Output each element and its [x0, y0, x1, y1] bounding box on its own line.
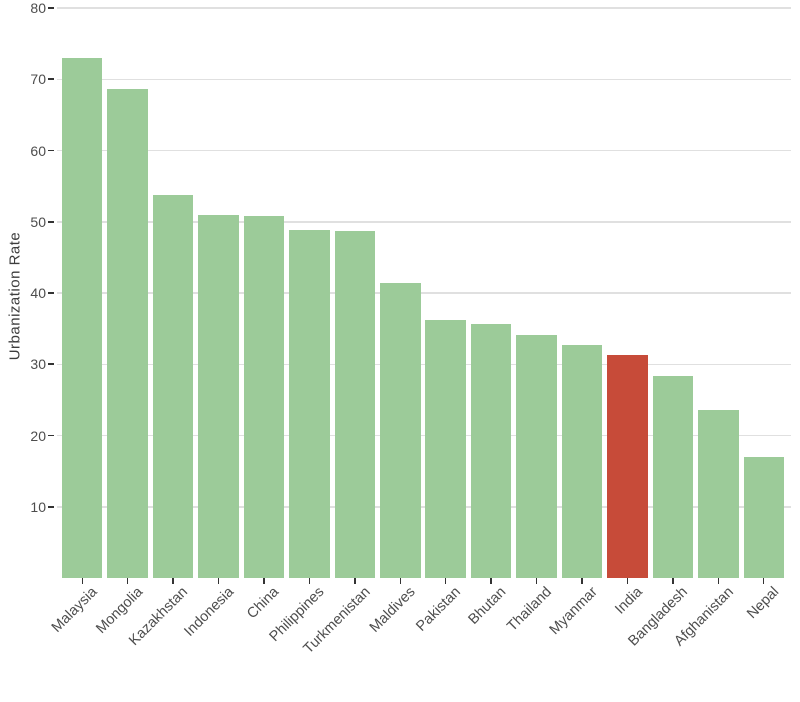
x-tick-label-nepal: Nepal [743, 584, 783, 623]
x-tick-label-malaysia: Malaysia [48, 584, 101, 636]
gridline-y-50 [57, 221, 791, 223]
y-tick-mark-20 [48, 434, 54, 437]
x-tick-mark-turkmenistan [354, 578, 356, 584]
y-tick-label-60: 60 [30, 142, 46, 159]
x-tick-label-pakistan: Pakistan [413, 584, 465, 635]
x-tick-mark-india [626, 578, 629, 584]
x-tick-mark-bangladesh [672, 578, 674, 584]
y-tick-mark-10 [48, 505, 54, 508]
bar-myanmar [561, 345, 603, 578]
y-tick-mark-80 [48, 7, 54, 9]
y-tick-label-80: 80 [30, 0, 46, 16]
bar-thailand [516, 335, 557, 578]
bar-nepal [743, 456, 785, 578]
gridline-y-10 [57, 506, 791, 508]
x-tick-label-indonesia: Indonesia [181, 584, 237, 640]
x-tick-mark-china [263, 578, 265, 584]
y-tick-mark-50 [48, 220, 54, 223]
x-tick-label-china: China [244, 584, 283, 623]
bar-philippines [289, 230, 330, 578]
gridline-y-70 [57, 78, 791, 80]
y-tick-mark-40 [48, 292, 54, 294]
bar-maldives [380, 283, 421, 578]
bar-pakistan [425, 320, 466, 578]
x-tick-mark-nepal [763, 578, 765, 584]
x-tick-mark-thailand [535, 578, 538, 584]
x-tick-mark-pakistan [445, 578, 447, 584]
bar-malaysia [61, 57, 103, 578]
y-tick-label-70: 70 [30, 71, 46, 88]
y-tick-label-10: 10 [30, 498, 46, 515]
x-tick-label-bhutan: Bhutan [465, 584, 510, 628]
x-tick-mark-bhutan [490, 578, 492, 584]
y-tick-label-40: 40 [30, 285, 46, 301]
y-tick-mark-60 [48, 149, 54, 152]
x-tick-label-maldives: Maldives [366, 584, 419, 636]
x-tick-mark-myanmar [581, 578, 583, 584]
gridline-y-60 [57, 149, 791, 152]
x-tick-mark-philippines [308, 578, 311, 584]
x-tick-mark-kazakhstan [172, 578, 174, 584]
bar-china [243, 216, 285, 578]
x-tick-mark-indonesia [217, 578, 220, 584]
gridline-y-30 [57, 363, 791, 365]
x-tick-mark-mongolia [126, 578, 129, 584]
bar-india [607, 354, 648, 578]
x-tick-mark-malaysia [81, 578, 83, 584]
y-tick-label-30: 30 [30, 356, 46, 373]
bar-afghanistan [698, 409, 739, 578]
bar-bhutan [470, 323, 512, 578]
bar-bangladesh [652, 375, 694, 578]
y-tick-mark-30 [48, 363, 54, 366]
x-tick-label-myanmar: Myanmar [546, 584, 601, 639]
bar-mongolia [107, 89, 148, 578]
x-tick-label-india: India [612, 584, 646, 618]
y-tick-mark-70 [48, 78, 54, 81]
gridline-y-40 [57, 292, 791, 294]
y-tick-label-50: 50 [30, 213, 46, 230]
bar-indonesia [198, 215, 239, 578]
gridline-y-20 [57, 434, 791, 437]
x-tick-mark-afghanistan [717, 578, 720, 584]
bar-turkmenistan [334, 231, 376, 578]
y-tick-label-20: 20 [30, 427, 46, 444]
gridline-y-80 [57, 7, 791, 9]
bar-kazakhstan [152, 194, 194, 578]
x-tick-mark-maldives [399, 578, 401, 584]
